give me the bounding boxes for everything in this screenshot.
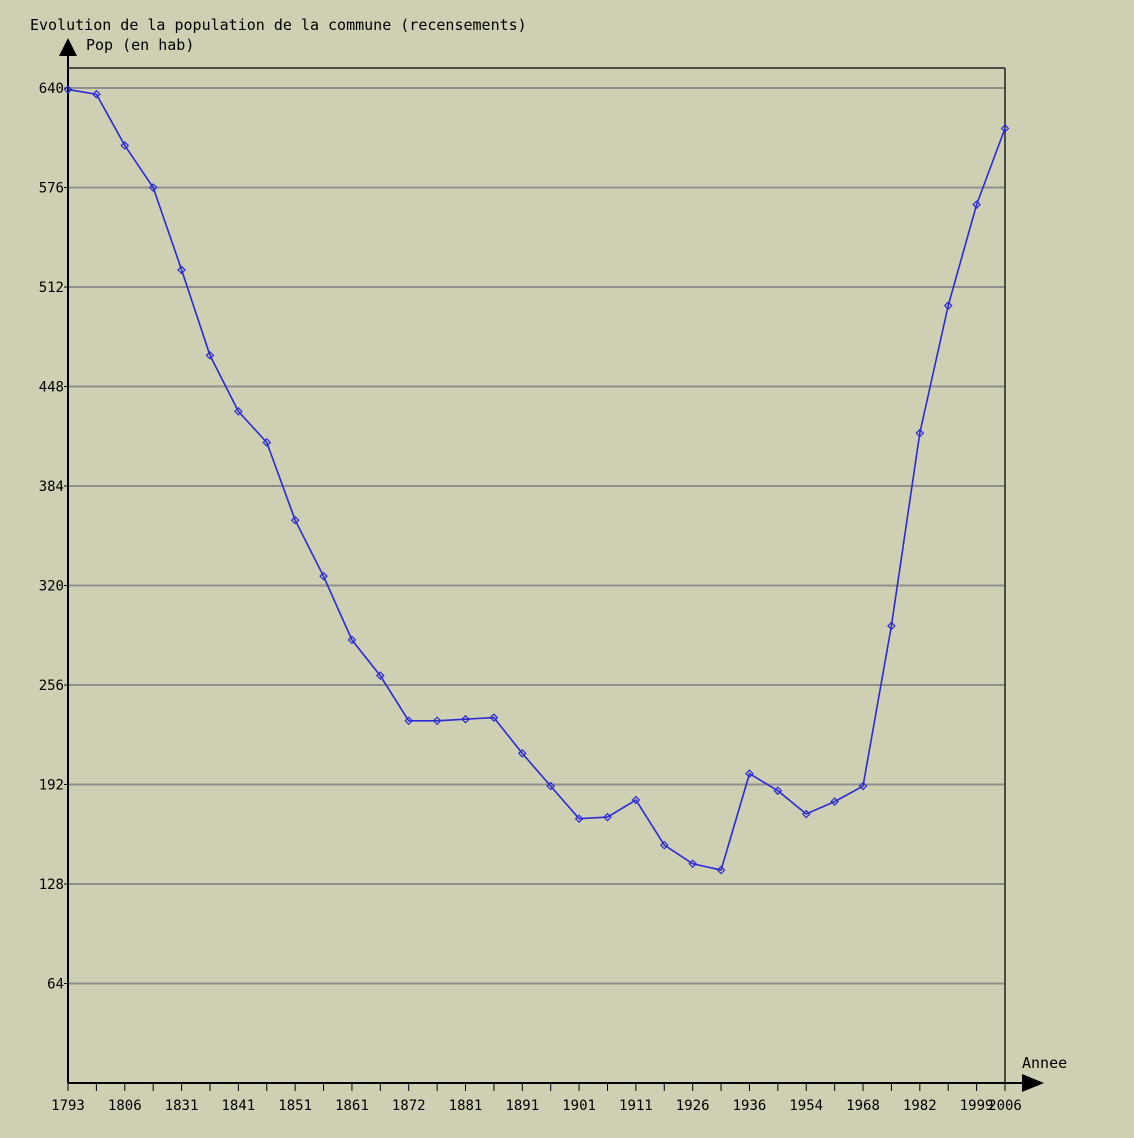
data-point: [972, 200, 981, 209]
x-tick-label: 1901: [562, 1098, 596, 1114]
data-point: [489, 713, 499, 722]
y-tick-label: 128: [39, 877, 64, 893]
axes: [59, 38, 1044, 1092]
x-tick-label: 1806: [108, 1098, 142, 1114]
x-tick-label: 1926: [676, 1098, 710, 1114]
x-tick-label: 1999: [960, 1098, 994, 1114]
data-point: [234, 407, 243, 416]
x-tick-label: 1841: [222, 1098, 256, 1114]
x-tick-label: 1954: [789, 1098, 823, 1114]
y-axis-label: Pop (en hab): [86, 36, 194, 54]
data-point: [262, 438, 272, 447]
data-point: [347, 635, 357, 645]
y-tick-label: 64: [47, 977, 64, 993]
y-tick-label: 640: [39, 81, 64, 97]
y-tick-labels: 64 128 192 256 320 384 448 512 576 640: [39, 81, 64, 993]
data-point: [517, 749, 527, 758]
data-point: [1000, 124, 1010, 133]
data-series: [63, 85, 1010, 875]
data-point: [290, 515, 300, 525]
series-line: [67, 88, 1006, 871]
x-axis-label: Annee: [1022, 1054, 1067, 1072]
plot-area: [68, 68, 1005, 1083]
y-tick-label: 192: [39, 778, 64, 794]
x-tick-label: 2006: [988, 1098, 1022, 1114]
data-point: [631, 795, 641, 805]
x-tick-label: 1793: [51, 1098, 85, 1114]
x-tick-labels: 1793 1806 1831 1841 1851 1861 1872 1881 1891 1901…: [51, 1098, 1022, 1114]
data-point: [404, 716, 414, 726]
y-tick-label: 384: [39, 479, 64, 495]
data-point: [830, 797, 839, 806]
data-point: [603, 812, 612, 822]
data-point: [432, 716, 442, 726]
data-point: [659, 840, 669, 850]
data-point: [887, 621, 896, 631]
y-axis-arrow: [59, 38, 77, 56]
data-point: [148, 183, 158, 192]
data-point: [858, 781, 868, 791]
data-point: [120, 141, 130, 150]
x-tick-label: 1831: [165, 1098, 199, 1114]
grid-lines: [68, 68, 1005, 1083]
data-point: [205, 351, 215, 360]
data-point: [915, 428, 925, 438]
y-tick-label: 512: [39, 280, 64, 296]
x-tick-label: 1851: [278, 1098, 312, 1114]
data-point: [375, 671, 385, 681]
data-point: [63, 85, 73, 94]
y-tick-label: 256: [39, 678, 64, 694]
y-tick-label: 576: [39, 181, 64, 197]
x-tick-label: 1982: [903, 1098, 937, 1114]
chart-title: Evolution de la population de la commune…: [30, 16, 527, 34]
data-point: [688, 859, 698, 869]
data-point: [177, 265, 186, 275]
y-tick-label: 320: [39, 579, 64, 595]
y-tick-label: 448: [39, 380, 64, 396]
data-point: [92, 89, 101, 99]
x-axis-arrow: [1022, 1074, 1044, 1092]
data-point: [319, 571, 328, 581]
x-tick-label: 1872: [392, 1098, 426, 1114]
x-tick-label: 1881: [449, 1098, 483, 1114]
x-tick-label: 1861: [335, 1098, 369, 1114]
x-tick-label: 1891: [505, 1098, 539, 1114]
data-point: [574, 814, 584, 824]
data-point: [943, 301, 953, 311]
data-point: [745, 769, 754, 778]
data-point: [801, 809, 811, 819]
data-point: [716, 865, 726, 875]
data-point: [773, 786, 783, 796]
x-tick-label: 1911: [619, 1098, 653, 1114]
data-point: [546, 781, 556, 791]
x-tick-label: 1936: [733, 1098, 767, 1114]
x-tick-label: 1968: [846, 1098, 880, 1114]
data-point: [461, 714, 470, 724]
